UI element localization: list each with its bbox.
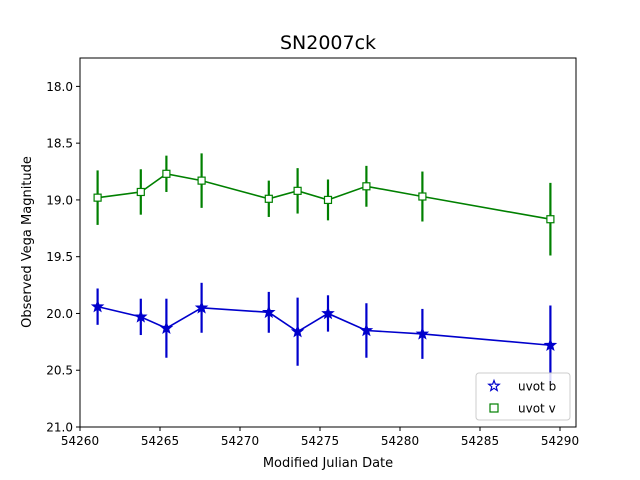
y-axis-label: Observed Vega Magnitude	[20, 156, 35, 328]
data-point	[162, 169, 171, 178]
legend-label: uvot b	[518, 380, 556, 394]
plot-frame	[79, 57, 577, 428]
x-tick-label: 54285	[461, 434, 499, 448]
x-axis-label: Modified Julian Date	[263, 456, 393, 471]
x-axis-ticks: 54260 54265 54270 54275 54280 54285 54290	[61, 427, 579, 448]
series-uvot-v	[93, 153, 555, 256]
data-point	[321, 306, 335, 320]
legend-marker	[489, 403, 499, 413]
y-tick-label: 20.0	[46, 307, 73, 321]
data-point	[159, 321, 174, 335]
chart-title: SN2007ck	[280, 32, 376, 54]
series-line	[97, 172, 551, 221]
x-tick-label: 54290	[541, 434, 579, 448]
data-point	[293, 186, 302, 195]
y-tick-label: 18.5	[46, 137, 73, 151]
data-point	[323, 195, 333, 205]
data-point	[262, 305, 276, 319]
data-point	[543, 338, 558, 352]
series-layer	[90, 153, 558, 385]
y-tick-label: 19.0	[46, 193, 73, 207]
y-tick-label: 19.5	[46, 250, 73, 264]
data-point	[194, 300, 209, 314]
data-point	[415, 326, 430, 340]
legend: uvot b uvot v	[475, 372, 571, 421]
y-tick-label: 21.0	[46, 421, 73, 435]
x-tick-label: 54275	[301, 434, 339, 448]
x-tick-label: 54265	[141, 434, 179, 448]
data-point	[546, 215, 555, 224]
x-tick-label: 54270	[221, 434, 259, 448]
data-point	[418, 192, 427, 201]
data-point	[290, 324, 305, 338]
data-point	[134, 309, 148, 323]
data-point	[90, 299, 105, 313]
legend-marker	[487, 378, 501, 392]
y-tick-label: 18.0	[46, 80, 73, 94]
data-point	[197, 176, 206, 185]
data-point	[136, 187, 145, 197]
legend-label: uvot v	[518, 402, 556, 416]
data-point	[264, 194, 273, 203]
series-line	[97, 305, 551, 347]
y-tick-label: 20.5	[46, 364, 73, 378]
series-uvot-b	[90, 282, 558, 385]
x-tick-label: 54280	[381, 434, 419, 448]
data-point	[359, 323, 374, 337]
data-point	[362, 182, 371, 191]
y-axis-ticks: 18.0 18.5 19.0 19.5 20.0 20.5 21.0	[46, 80, 80, 435]
data-point	[93, 193, 102, 202]
x-tick-label: 54260	[61, 434, 99, 448]
